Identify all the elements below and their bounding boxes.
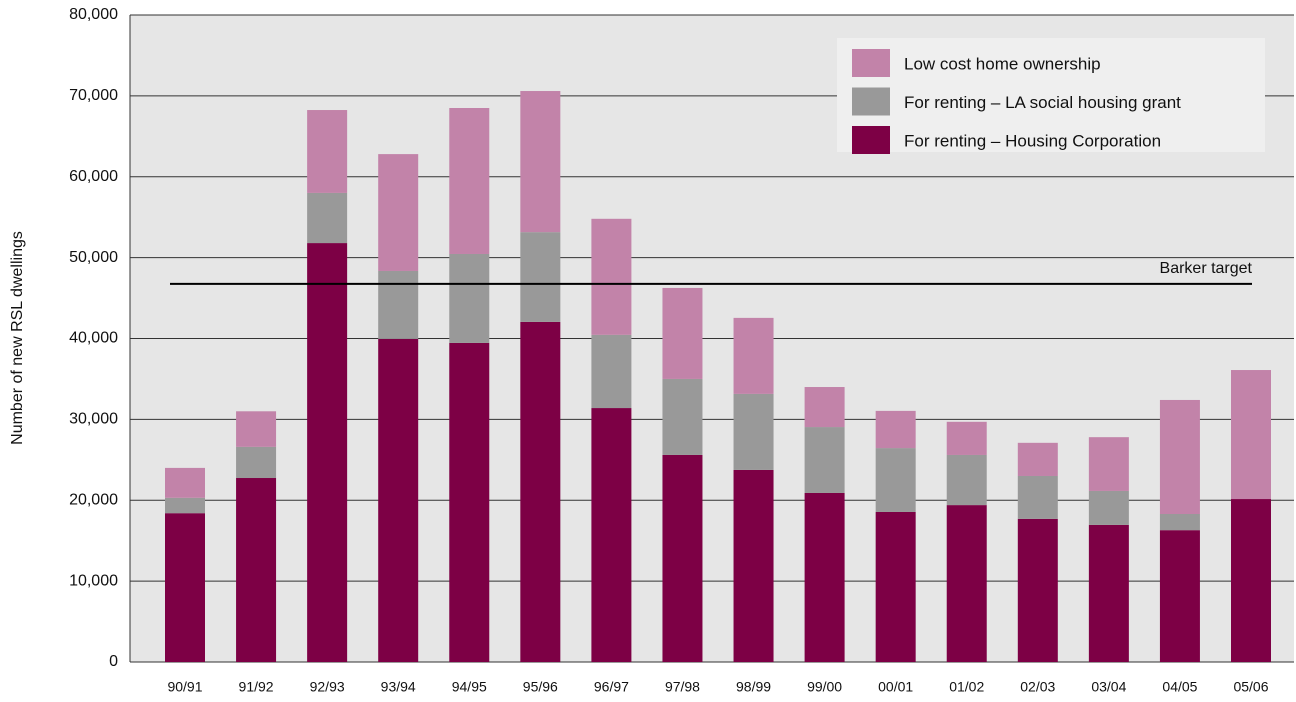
bar-segment [449,108,490,254]
x-tick-label: 91/92 [239,679,274,695]
bar-segment [520,321,561,662]
legend-label: For renting – LA social housing grant [904,93,1181,112]
bar-segment [1088,490,1129,525]
x-tick-label: 90/91 [167,679,202,695]
bar-segment [591,218,632,335]
bar-segment [449,253,490,343]
bar-segment [804,387,845,428]
y-tick-label: 0 [109,653,118,670]
bar-segment [236,411,277,447]
bar-segment [591,408,632,662]
bar-segment [165,467,205,498]
x-tick-label: 03/04 [1091,679,1126,695]
bar-segment [1017,475,1058,519]
bar-segment [236,478,277,662]
bar-segment [378,154,419,271]
bar-segment [1017,442,1058,476]
y-tick-label: 50,000 [69,249,118,266]
x-tick-label: 94/95 [452,679,487,695]
legend-swatch [852,87,890,116]
bar-segment [946,505,987,662]
bar-segment [1159,513,1200,531]
bar-segment [662,378,703,455]
legend-box [837,38,1265,152]
bar-segment [875,511,916,662]
x-tick-label: 04/05 [1162,679,1197,695]
bar-segment [662,454,703,662]
bar-segment [804,427,845,493]
y-tick-label: 10,000 [69,572,118,589]
bar-segment [1017,518,1058,662]
legend-label: For renting – Housing Corporation [904,131,1161,150]
bar-segment [946,421,987,455]
x-tick-label: 05/06 [1233,679,1268,695]
bar-segment [449,342,490,662]
bar-segment [378,338,419,662]
bar-segment [733,393,774,470]
x-tick-label: 96/97 [594,679,629,695]
y-tick-label: 80,000 [69,6,118,23]
bar-segment [733,317,774,394]
bar-segment [946,454,987,506]
x-tick-label: 93/94 [381,679,416,695]
bar-segment [520,232,561,322]
reference-label: Barker target [1160,260,1253,277]
bar-segment [1159,530,1200,662]
bar-segment [875,410,916,449]
bar-segment [378,270,419,339]
x-tick-label: 95/96 [523,679,558,695]
x-tick-label: 01/02 [949,679,984,695]
bar-segment [1088,524,1129,662]
x-tick-label: 98/99 [736,679,771,695]
bar-segment [1159,399,1200,514]
bar-segment [1088,437,1129,491]
bar-segment [804,492,845,662]
bar-segment [307,110,348,193]
bar-segment [875,448,916,512]
x-tick-label: 02/03 [1020,679,1055,695]
legend-label: Low cost home ownership [904,54,1101,73]
y-tick-label: 60,000 [69,168,118,185]
bar-segment [520,91,561,233]
bar-segment [165,513,205,662]
x-tick-label: 97/98 [665,679,700,695]
bar-segment [1231,370,1271,500]
y-tick-label: 20,000 [69,491,118,508]
bar-segment [1231,499,1271,662]
y-axis-label: Number of new RSL dwellings [9,231,26,445]
y-tick-label: 30,000 [69,411,118,428]
x-tick-label: 92/93 [310,679,345,695]
legend-swatch [852,126,890,154]
bar-segment [591,334,632,409]
x-tick-label: 99/00 [807,679,842,695]
x-tick-label: 00/01 [878,679,913,695]
bar-segment [662,287,703,379]
bar-segment [733,469,774,662]
legend-swatch [852,49,890,77]
y-tick-label: 40,000 [69,330,118,347]
bar-segment [307,192,348,244]
bar-segment [165,497,205,514]
bar-segment [236,446,277,479]
bar-segment [307,243,348,662]
y-tick-label: 70,000 [69,87,118,104]
